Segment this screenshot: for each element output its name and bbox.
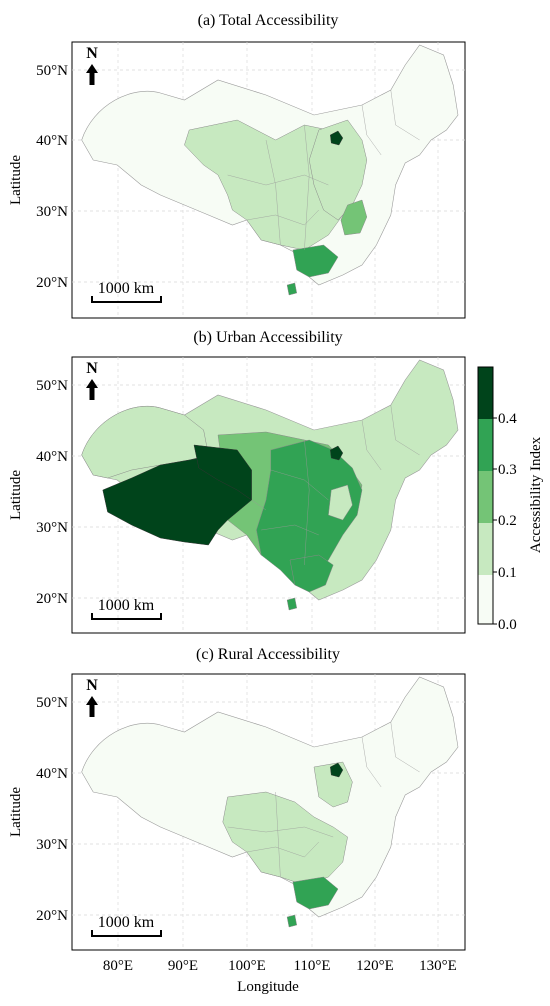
panel-a-scale-label: 1000 km bbox=[98, 280, 155, 297]
svg-text:50°N: 50°N bbox=[36, 63, 68, 79]
panel-a-scale-bar bbox=[91, 296, 162, 303]
panel-a: (a) Total Accessibility 50°N 40°N 30°N 2… bbox=[8, 12, 466, 319]
colorbar-frame bbox=[477, 366, 494, 625]
panel-a-title: (a) Total Accessibility bbox=[198, 12, 339, 29]
svg-text:30°N: 30°N bbox=[36, 520, 68, 536]
colorbar-tick: 0.3 bbox=[498, 462, 517, 478]
panel-c-ylabel: Latitude bbox=[8, 787, 24, 837]
panel-c-title: (c) Rural Accessibility bbox=[196, 646, 340, 663]
north-arrow-icon bbox=[86, 696, 98, 717]
colorbar-tick: 0.2 bbox=[498, 513, 517, 529]
panel-a-y-ticks: 50°N 40°N 30°N 20°N bbox=[36, 63, 68, 291]
colorbar-tick: 0.4 bbox=[498, 411, 517, 427]
svg-text:90°E: 90°E bbox=[168, 958, 198, 974]
colorbar: 0.0 0.1 0.2 0.3 0.4 Accessibility Index bbox=[477, 366, 544, 633]
svg-text:40°N: 40°N bbox=[36, 133, 68, 149]
svg-text:20°N: 20°N bbox=[36, 275, 68, 291]
svg-text:40°N: 40°N bbox=[36, 449, 68, 465]
x-ticks: 80°E 90°E 100°E 110°E 120°E 130°E bbox=[103, 958, 457, 974]
svg-text:50°N: 50°N bbox=[36, 695, 68, 711]
map-region-urban-guangdong bbox=[289, 554, 334, 593]
map-region-rural-beijing bbox=[330, 762, 344, 778]
panel-b-scale-label: 1000 km bbox=[98, 597, 155, 614]
panel-a-ylabel: Latitude bbox=[8, 155, 24, 205]
map-region-rural-guangdong bbox=[292, 876, 339, 910]
colorbar-tick: 0.0 bbox=[498, 617, 517, 633]
svg-text:100°E: 100°E bbox=[228, 958, 266, 974]
svg-text:110°E: 110°E bbox=[293, 958, 330, 974]
svg-text:80°E: 80°E bbox=[103, 958, 133, 974]
map-region-urban-qinghai bbox=[193, 444, 252, 501]
panel-a-north-label: N bbox=[86, 45, 98, 62]
panel-b-y-ticks: 50°N 40°N 30°N 20°N bbox=[36, 378, 68, 607]
map-region-total-guangdong bbox=[286, 282, 298, 296]
north-arrow-icon bbox=[86, 64, 98, 85]
panel-c-scale-label: 1000 km bbox=[98, 914, 155, 931]
panel-b-ylabel: Latitude bbox=[8, 470, 24, 520]
svg-text:30°N: 30°N bbox=[36, 837, 68, 853]
map-region-total-beijing bbox=[330, 130, 344, 146]
svg-text:20°N: 20°N bbox=[36, 908, 68, 924]
svg-text:130°E: 130°E bbox=[419, 958, 457, 974]
svg-text:30°N: 30°N bbox=[36, 204, 68, 220]
panel-c-y-ticks: 50°N 40°N 30°N 20°N bbox=[36, 695, 68, 924]
svg-text:50°N: 50°N bbox=[36, 378, 68, 394]
map-region-urban-xinjiang bbox=[81, 406, 209, 479]
colorbar-bin-1 bbox=[478, 523, 493, 575]
map-region-urban-beijing bbox=[330, 445, 344, 461]
colorbar-bin-2 bbox=[478, 471, 493, 523]
map-region-total-zhejiang bbox=[340, 199, 368, 236]
svg-text:120°E: 120°E bbox=[356, 958, 394, 974]
north-arrow-icon bbox=[86, 379, 98, 400]
map-region-total-guangdong bbox=[292, 244, 339, 278]
map-region-urban-guangdong bbox=[286, 597, 298, 611]
x-axis-label: Longitude bbox=[237, 979, 299, 995]
panel-c: (c) Rural Accessibility 50°N 40°N 30°N 2… bbox=[8, 646, 466, 995]
panel-c-scale-bar bbox=[91, 930, 162, 937]
colorbar-bin-4 bbox=[478, 367, 493, 419]
panel-b-scale-bar bbox=[91, 613, 162, 620]
panel-c-map bbox=[81, 676, 459, 928]
map-region-rural-guangdong bbox=[286, 914, 298, 928]
panel-b: (b) Urban Accessibility 50°N 40°N 30°N bbox=[8, 329, 466, 634]
svg-text:40°N: 40°N bbox=[36, 766, 68, 782]
panel-b-title: (b) Urban Accessibility bbox=[193, 329, 342, 346]
colorbar-bin-3 bbox=[478, 419, 493, 471]
panel-b-north-label: N bbox=[86, 360, 98, 377]
map-region-rural-central bbox=[222, 791, 348, 886]
colorbar-label: Accessibility Index bbox=[528, 436, 544, 553]
panel-a-map bbox=[81, 44, 459, 296]
panel-c-north-label: N bbox=[86, 677, 98, 694]
panel-b-map bbox=[81, 359, 459, 611]
map-region-urban-zhejiang bbox=[328, 484, 353, 521]
svg-text:20°N: 20°N bbox=[36, 591, 68, 607]
colorbar-tick: 0.1 bbox=[498, 565, 517, 581]
colorbar-bin-0 bbox=[478, 575, 493, 624]
map-region-rural-east bbox=[313, 761, 353, 808]
